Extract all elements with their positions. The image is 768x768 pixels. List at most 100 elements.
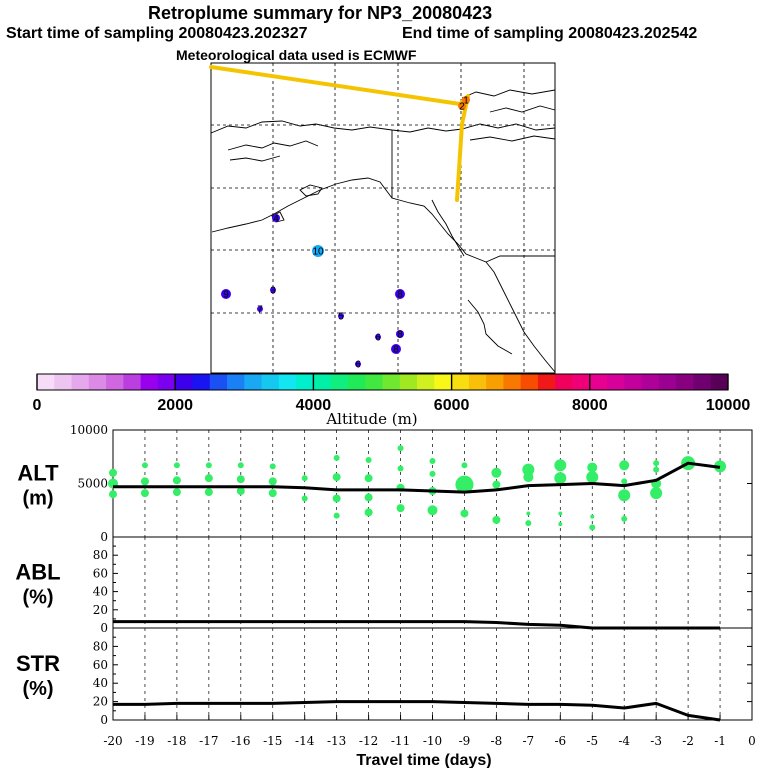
scatter-point bbox=[653, 466, 660, 473]
series-line bbox=[113, 620, 720, 630]
scatter-point bbox=[523, 472, 534, 483]
scatter-point bbox=[653, 460, 660, 467]
colorbar-tick-label: 10000 bbox=[706, 397, 751, 414]
scatter-point bbox=[621, 515, 628, 522]
y-tick-label: 40 bbox=[93, 585, 108, 599]
colorbar-tick-label: 8000 bbox=[572, 397, 608, 414]
colorbar-cell bbox=[382, 374, 401, 390]
scatter-point bbox=[621, 478, 628, 485]
colorbar-cell bbox=[486, 374, 504, 390]
x-tick-label: -19 bbox=[135, 734, 154, 748]
scatter-point bbox=[172, 476, 181, 485]
scatter-point bbox=[365, 456, 372, 463]
colorbar-cell bbox=[244, 374, 262, 390]
map-marker bbox=[270, 287, 276, 293]
series-line bbox=[113, 700, 721, 722]
time-series-panels: 1000050000ALT(m)806040200ABL(%)806040200… bbox=[15, 423, 755, 768]
chart-title: Retroplume summary for NP3_20080423 bbox=[148, 3, 493, 23]
colorbar-cell bbox=[520, 374, 539, 390]
scatter-point bbox=[140, 489, 149, 498]
colorbar-ticks: 0 2000 4000 6000 8000 10000 bbox=[33, 374, 751, 414]
x-tick-label: -3 bbox=[650, 734, 662, 748]
colorbar-cell bbox=[37, 374, 55, 390]
map-marker bbox=[221, 289, 231, 299]
trajectory-path bbox=[209, 65, 470, 202]
scatter-point bbox=[558, 522, 563, 527]
map-marker bbox=[375, 334, 381, 340]
scatter-point bbox=[109, 490, 117, 499]
colorbar-cell bbox=[468, 374, 487, 390]
colorbar-cell bbox=[347, 374, 366, 390]
colorbar-cell bbox=[451, 374, 470, 390]
scatter-point bbox=[204, 474, 213, 483]
map-markers: 12 3 4 5 6 6 7 8 8 8 9 10 bbox=[221, 96, 470, 371]
scatter-point bbox=[205, 462, 212, 469]
scatter-point bbox=[455, 475, 474, 494]
colorbar-cell bbox=[710, 374, 729, 390]
map-marker-label: 10 bbox=[312, 247, 324, 258]
map-marker-label: 1 bbox=[463, 96, 469, 107]
map-frame bbox=[210, 62, 556, 374]
map-marker-label: 9 bbox=[223, 290, 229, 301]
map-marker-label: 8 bbox=[397, 290, 403, 301]
scatter-point bbox=[172, 488, 181, 497]
colorbar-cell bbox=[503, 374, 522, 390]
colorbar-cell bbox=[434, 374, 452, 390]
colorbar-cell bbox=[192, 374, 211, 390]
scatter-point bbox=[333, 454, 340, 461]
colorbar-cell bbox=[330, 374, 349, 390]
x-tick-label: -6 bbox=[554, 734, 566, 748]
colorbar-cell bbox=[54, 374, 72, 390]
scatter-point bbox=[268, 477, 277, 486]
colorbar-cell bbox=[417, 374, 435, 390]
colorbar-cell bbox=[399, 374, 418, 390]
x-tick-label: -1 bbox=[714, 734, 726, 748]
scatter-point bbox=[109, 468, 117, 477]
panel-ylabel-name: ABL bbox=[15, 560, 60, 585]
y-tick-label: 0 bbox=[100, 713, 108, 727]
y-tick-label: 80 bbox=[93, 639, 108, 653]
scatter-point bbox=[364, 474, 373, 483]
scatter-point bbox=[140, 477, 149, 486]
map-marker-label: 6 bbox=[355, 360, 361, 371]
colorbar-cell bbox=[157, 374, 176, 390]
scatter-point bbox=[492, 480, 501, 489]
map-marker bbox=[396, 330, 404, 338]
scatter-point bbox=[236, 475, 245, 484]
x-tick-label: -20 bbox=[103, 734, 122, 748]
colorbar-cell bbox=[227, 374, 245, 390]
y-tick-label: 20 bbox=[93, 603, 108, 617]
scatter-point bbox=[141, 462, 148, 469]
colorbar-cell bbox=[175, 374, 193, 390]
scatter-point bbox=[618, 489, 631, 502]
scatter-point bbox=[525, 520, 532, 527]
map-marker bbox=[272, 214, 280, 222]
scatter-point bbox=[236, 486, 245, 495]
map-graticule bbox=[211, 63, 555, 373]
scatter-point bbox=[269, 463, 276, 470]
scatter-point bbox=[364, 508, 373, 517]
panel-ylabel-name: ALT bbox=[17, 461, 59, 486]
x-tick-label: -13 bbox=[327, 734, 346, 748]
colorbar-tick-label: 4000 bbox=[296, 397, 332, 414]
map-marker-label: 2 bbox=[459, 102, 465, 113]
y-tick-label: 80 bbox=[93, 548, 108, 562]
series-line bbox=[113, 461, 721, 494]
y-tick-label: 40 bbox=[93, 676, 108, 690]
scatter-point bbox=[554, 472, 567, 485]
panel-ylabel-unit: (%) bbox=[22, 678, 53, 700]
colorbar-cell bbox=[693, 374, 712, 390]
colorbar-cell bbox=[261, 374, 280, 390]
colorbar-cell bbox=[209, 374, 228, 390]
panel-ylabel-name: STR bbox=[16, 651, 60, 676]
scatter-point bbox=[619, 460, 630, 471]
y-tick-label: 5000 bbox=[77, 477, 108, 491]
colorbar-cell bbox=[555, 374, 573, 390]
scatter-point bbox=[554, 459, 567, 472]
y-tick-label: 60 bbox=[93, 658, 108, 672]
x-tick-label: -8 bbox=[491, 734, 503, 748]
scatter-point bbox=[268, 489, 277, 498]
scatter-point bbox=[522, 463, 535, 476]
colorbar-cells bbox=[37, 374, 729, 390]
colorbar-cell bbox=[71, 374, 90, 390]
